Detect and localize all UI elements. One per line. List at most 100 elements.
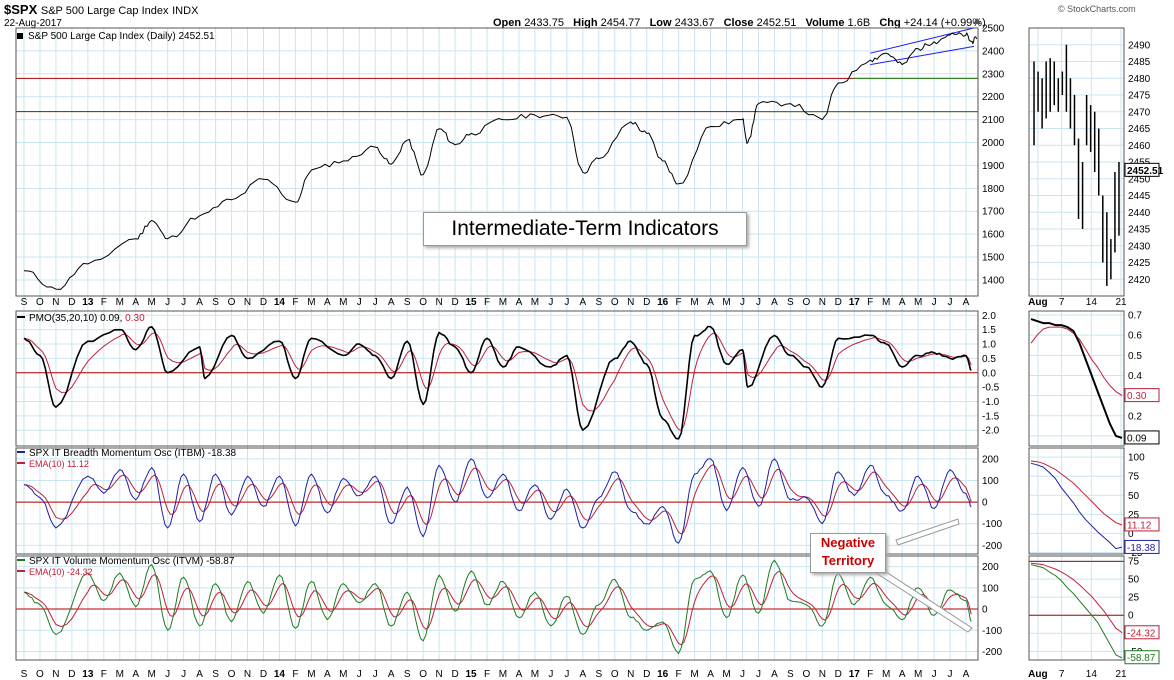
volume-label: Volume	[805, 17, 845, 29]
itbm-y-tick-label: 100	[982, 476, 999, 487]
itvm-y-tick-label: -100	[982, 626, 1002, 637]
x-tick-label-bottom: D	[451, 669, 458, 680]
ohlc-summary: Open 2433.75 High 2454.77 Low 2433.67 Cl…	[493, 17, 986, 29]
low-value: 2433.67	[674, 17, 715, 29]
x-tick-label-bottom: A	[196, 669, 203, 680]
x-tick-label-top: M	[116, 297, 124, 308]
x-tick-label-top: A	[516, 297, 523, 308]
x-tick-label-bottom: M	[307, 669, 315, 680]
zoom-x-label-bottom: 7	[1059, 669, 1065, 680]
itbm-zoom-y-tick-label: 0	[1128, 529, 1134, 540]
x-tick-label-top: D	[643, 297, 650, 308]
price-frame	[15, 27, 979, 297]
price-legend-swatch	[17, 33, 23, 39]
x-tick-label-bottom: J	[932, 669, 937, 680]
x-tick-label-bottom: O	[36, 669, 44, 680]
zoom-itbm-label: -18.38	[1127, 543, 1156, 554]
itbm-zoom-y-tick-label: 25	[1128, 510, 1140, 521]
x-tick-label-bottom: O	[228, 669, 236, 680]
pmo-frame	[15, 310, 979, 447]
x-tick-label-top: N	[52, 297, 59, 308]
price-zoom-y-tick-label: 2485	[1128, 57, 1151, 68]
itvm-legend-swatch	[17, 559, 25, 561]
x-tick-label-top: D	[451, 297, 458, 308]
pmo-signal-line	[23, 332, 972, 431]
itvm-zoom-y-tick-label: 50	[1128, 575, 1140, 586]
x-tick-label-bottom: 16	[657, 669, 669, 680]
pmo-y-tick-label: 0.0	[982, 368, 996, 379]
itbm-y-tick-label: -200	[982, 541, 1002, 552]
x-tick-label-top: M	[148, 297, 156, 308]
x-tick-label-top: S	[212, 297, 219, 308]
price-line	[23, 32, 978, 290]
x-tick-label-bottom: S	[404, 669, 411, 680]
itbm-y-tick-label: 0	[982, 498, 988, 509]
x-tick-label-top: O	[228, 297, 236, 308]
x-tick-label-bottom: A	[771, 669, 778, 680]
x-tick-label-bottom: A	[324, 669, 331, 680]
pmo-legend: PMO(35,20,10) 0.09, 0.30	[29, 313, 145, 324]
x-tick-label-bottom: N	[244, 669, 251, 680]
x-tick-label-bottom: F	[867, 669, 873, 680]
x-tick-label-bottom: D	[835, 669, 842, 680]
x-tick-label-bottom: 15	[465, 669, 477, 680]
itbm-ema-line	[23, 464, 972, 535]
x-tick-label-top: 13	[82, 297, 94, 308]
itvm-y-tick-label: 200	[982, 562, 999, 573]
exchange: INDX	[172, 5, 199, 17]
pmo-y-tick-label: -0.5	[982, 383, 1000, 394]
zoom-itbm-ema-label-box	[1124, 517, 1160, 532]
grid-layer	[16, 27, 1124, 660]
index-name: S&P 500 Large Cap Index	[40, 5, 169, 17]
itvm-zoom-y-tick-label: 25	[1128, 593, 1140, 604]
x-tick-label-top: F	[676, 297, 682, 308]
zoom-pmo-label-box	[1124, 430, 1160, 445]
pmo-y-tick-label: -1.5	[982, 411, 1000, 422]
price-zoom-y-tick-label: 2435	[1128, 225, 1151, 236]
zoom-pmo-signal-label-box	[1124, 388, 1160, 403]
pmo-legend-signal: 0.30	[125, 313, 145, 324]
pmo-legend-swatch	[17, 316, 25, 318]
x-tick-label-top: M	[690, 297, 698, 308]
x-tick-label-top: J	[181, 297, 186, 308]
high-label: High	[573, 17, 598, 29]
pmo-zoom-y-tick-label: 0.2	[1128, 411, 1142, 422]
price-zoom-y-tick-label: 2470	[1128, 107, 1151, 118]
itbm-y-tick-label: -100	[982, 519, 1002, 530]
x-tick-label-top: A	[196, 297, 203, 308]
negative-line1: Negative	[820, 535, 876, 550]
x-tick-label-top: F	[101, 297, 107, 308]
x-tick-label-top: A	[771, 297, 778, 308]
zoom-itvm-ema-label-box	[1124, 625, 1160, 640]
zoom-itvm-ema-label: -24.32	[1127, 628, 1156, 639]
x-tick-label-bottom: D	[260, 669, 267, 680]
x-tick-label-bottom: J	[564, 669, 569, 680]
x-tick-label-top: M	[722, 297, 730, 308]
x-tick-label-top: N	[244, 297, 251, 308]
channel-upper-line	[870, 27, 975, 54]
x-tick-label-top: S	[404, 297, 411, 308]
x-tick-label-top: S	[787, 297, 794, 308]
price-zoom-y-tick-label: 2465	[1128, 124, 1151, 135]
chg-value: +24.14 (+0.99%)	[903, 17, 986, 29]
x-tick-label-bottom: D	[643, 669, 650, 680]
close-value: 2452.51	[756, 17, 797, 29]
price-y-tick-label: 2500	[982, 24, 1005, 35]
text-layer: SSOONNDD1313FFMMAAMMJJJJAASSOONNDD1414FF…	[17, 18, 1164, 680]
price-y-tick-label: 2200	[982, 92, 1005, 103]
x-tick-label-top: J	[756, 297, 761, 308]
itbm-ema-legend-swatch	[17, 462, 25, 464]
price-legend: S&P 500 Large Cap Index (Daily) 2452.51	[28, 31, 215, 42]
x-tick-label-top: 14	[274, 297, 286, 308]
price-zoom-y-tick-label: 2450	[1128, 174, 1151, 185]
volume-value: 1.6B	[847, 17, 871, 29]
price-y-tick-label: 2000	[982, 138, 1005, 149]
zoom-itvm-line	[1030, 564, 1123, 659]
zoom-pmo-label: 0.09	[1127, 433, 1147, 444]
zoom-itvm-ema-line	[1030, 562, 1123, 634]
symbol: $SPX	[4, 2, 38, 17]
itbm-zoom-frame	[1028, 447, 1125, 555]
itvm-ema-legend-swatch	[17, 570, 25, 572]
x-tick-label-top: M	[882, 297, 890, 308]
x-tick-label-bottom: A	[899, 669, 906, 680]
